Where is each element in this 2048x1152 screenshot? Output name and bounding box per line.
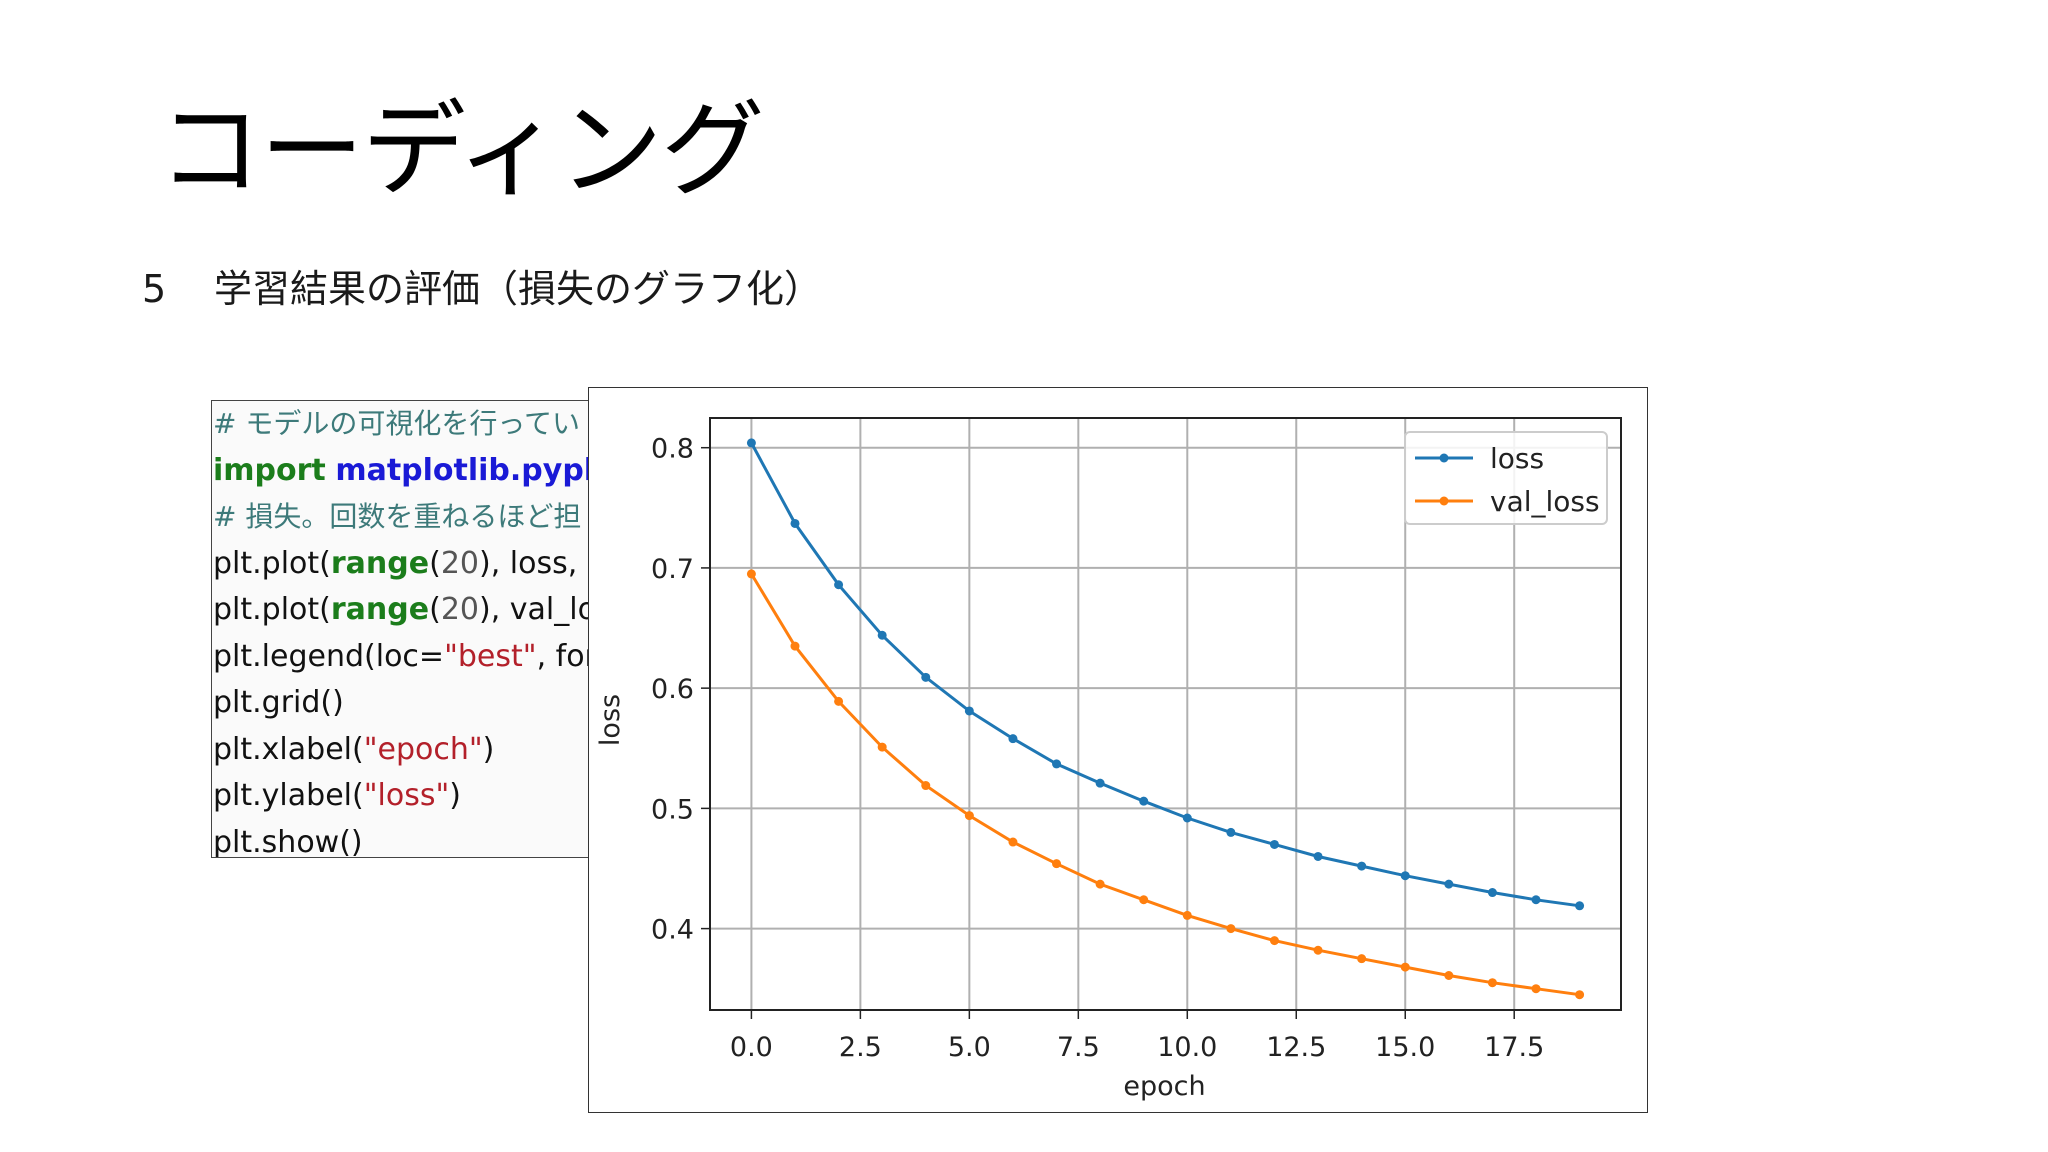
data-point-val_loss [1182, 910, 1192, 920]
x-tick-label: 0.0 [730, 1032, 773, 1063]
x-tick-label: 5.0 [948, 1032, 991, 1063]
code-keyword: range [330, 545, 430, 581]
code-line-legend: plt.legend(loc="best", font [212, 634, 600, 681]
code-string: "epoch" [363, 731, 483, 767]
data-point-val_loss [1357, 954, 1367, 964]
section-number: 5 [142, 267, 167, 311]
data-point-loss [746, 438, 756, 448]
code-text: ), val_lo [479, 592, 596, 627]
y-axis-label: loss [595, 694, 626, 746]
data-point-val_loss [834, 696, 844, 706]
data-point-loss [1400, 871, 1410, 881]
x-tick-label: 10.0 [1157, 1032, 1217, 1063]
data-point-val_loss [877, 742, 887, 752]
code-text: ) [482, 731, 495, 767]
chart-frame: 0.0 2.5 5.0 7.5 10.0 12.5 15.0 17.5 0.4 0.5 0.6 0.7… [588, 387, 1648, 1113]
data-point-loss [790, 518, 800, 528]
series-line-val_loss [750, 573, 1580, 997]
y-tick-label: 0.7 [651, 554, 694, 585]
data-point-val_loss [1095, 879, 1105, 889]
data-point-val_loss [1531, 984, 1541, 994]
data-point-val_loss [1487, 978, 1497, 988]
code-line-plot-loss: plt.plot(range(20), loss, r [212, 541, 600, 588]
y-tick-label: 0.5 [651, 794, 694, 825]
code-text: plt.xlabel( [213, 731, 364, 767]
data-point-loss [1139, 796, 1149, 806]
data-point-loss [1357, 861, 1367, 871]
data-point-loss [1095, 778, 1105, 788]
y-tick-label: 0.4 [651, 915, 694, 946]
data-point-loss [834, 580, 844, 590]
code-number: 20 [440, 545, 480, 581]
legend-swatch-marker [1439, 453, 1449, 463]
data-point-val_loss [921, 781, 931, 791]
code-text: plt.ylabel( [213, 778, 364, 813]
data-point-val_loss [790, 641, 800, 651]
legend-label: val_loss [1490, 485, 1600, 518]
x-tick-label: 15.0 [1375, 1032, 1435, 1063]
data-point-val_loss [1313, 945, 1323, 955]
data-point-loss [1182, 813, 1192, 823]
code-line-comment: # モデルの可視化を行ってい [213, 407, 580, 440]
y-tick-label: 0.6 [651, 674, 694, 705]
code-line-comment: # 損失。回数を重ねるほど担 [213, 500, 582, 533]
plot-area-border [709, 417, 1622, 1011]
code-text: ( [429, 545, 441, 581]
code-number: 20 [440, 592, 480, 627]
slide-title: コーディング [158, 89, 765, 211]
data-point-val_loss [1575, 990, 1585, 1000]
data-point-val_loss [1052, 859, 1062, 869]
data-point-val_loss [1444, 970, 1454, 980]
data-point-val_loss [1226, 924, 1236, 934]
data-point-loss [1269, 839, 1279, 849]
x-tick-label: 17.5 [1484, 1032, 1544, 1063]
data-point-loss [1052, 759, 1062, 769]
code-line-plot-val-loss: plt.plot(range(20), val_lo [212, 587, 600, 634]
data-point-loss [1008, 734, 1018, 744]
data-point-loss [1313, 851, 1323, 861]
data-point-loss [1444, 879, 1454, 889]
legend-swatch-marker [1439, 496, 1449, 506]
code-text: ), loss, r [479, 545, 600, 581]
code-text: ) [449, 778, 461, 813]
x-tick-label: 2.5 [839, 1032, 882, 1063]
data-point-val_loss [1139, 895, 1149, 905]
code-string: "best" [444, 638, 537, 674]
y-tick-label: 0.8 [651, 434, 694, 465]
code-line-ylabel: plt.ylabel("loss") [212, 773, 600, 820]
data-point-val_loss [746, 569, 756, 579]
data-point-loss [1575, 901, 1585, 911]
data-point-val_loss [1269, 936, 1279, 946]
loss-chart: 0.0 2.5 5.0 7.5 10.0 12.5 15.0 17.5 0.4 0.5 0.6 0.7… [595, 417, 1622, 1102]
code-line-xlabel: plt.xlabel("epoch") [212, 727, 600, 774]
code-text: plt.plot( [213, 545, 331, 581]
data-point-loss [921, 672, 931, 682]
code-line-import: import matplotlib.pyplo [212, 448, 600, 495]
code-panel: # モデルの可視化を行ってい import matplotlib.pyplo #… [211, 400, 601, 858]
data-point-loss [1226, 827, 1236, 837]
data-point-loss [964, 706, 974, 716]
x-tick-label: 7.5 [1057, 1032, 1100, 1063]
x-axis-label: epoch [1123, 1071, 1205, 1102]
code-keyword: range [330, 592, 430, 627]
code-text: plt.legend(loc= [213, 638, 445, 674]
data-point-val_loss [964, 811, 974, 821]
series-line-loss [750, 442, 1580, 908]
section-heading: 5 学習結果の評価（損失のグラフ化） [142, 258, 822, 313]
data-point-val_loss [1400, 962, 1410, 972]
x-tick-label: 12.5 [1266, 1032, 1326, 1063]
code-string: "loss" [363, 778, 450, 813]
data-point-loss [1487, 888, 1497, 898]
code-text: ( [429, 592, 441, 627]
data-point-loss [877, 630, 887, 640]
code-keyword: import [213, 452, 326, 488]
code-line-show: plt.show() [213, 824, 363, 858]
legend-label: loss [1490, 442, 1544, 475]
data-point-loss [1531, 895, 1541, 905]
code-line-grid: plt.grid() [213, 685, 344, 720]
code-module: matplotlib.pyplo [335, 452, 601, 488]
data-point-val_loss [1008, 837, 1018, 847]
section-title: 学習結果の評価（損失のグラフ化） [214, 267, 823, 311]
code-text: plt.plot( [213, 592, 331, 627]
